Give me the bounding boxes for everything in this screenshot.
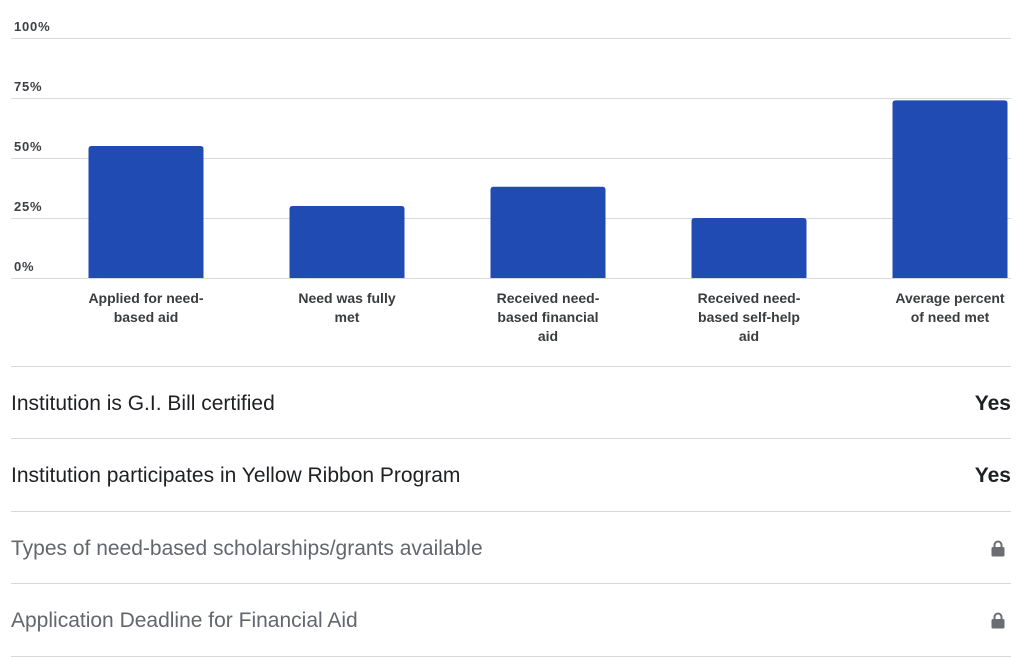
y-tick-label: 25% — [14, 199, 42, 214]
x-category-label-line: aid — [738, 328, 760, 344]
y-tick-label: 0% — [14, 259, 34, 274]
yellow-ribbon-value: Yes — [974, 464, 1011, 487]
x-category-label-line: Average percent — [895, 290, 1005, 306]
yellow-ribbon-label: Institution participates in Yellow Ribbo… — [11, 464, 461, 487]
bar — [88, 146, 204, 278]
x-category-label-line: Received need- — [697, 290, 801, 306]
x-category-label-line: Applied for need- — [88, 290, 204, 306]
lock-icon[interactable] — [991, 540, 1005, 557]
gi-bill-label: Institution is G.I. Bill certified — [11, 392, 275, 415]
x-category-label-line: based self-help — [698, 309, 800, 325]
x-category-label-line: of need met — [910, 309, 990, 325]
x-category-label: Received need-based financial aid — [473, 289, 623, 346]
x-category-label-line: aid — [537, 328, 559, 344]
bar — [490, 186, 606, 278]
bar — [289, 206, 405, 278]
scholarship-types-label: Types of need-based scholarships/grants … — [11, 537, 483, 560]
x-category-label-line: Need was fully — [298, 290, 396, 306]
y-tick-label: 75% — [14, 79, 42, 94]
aid-deadline-label: Application Deadline for Financial Aid — [11, 609, 358, 632]
need-based-aid-bar-chart: 0% 25% 50% 75% 100% — [11, 19, 1011, 279]
x-category-label: Need was fully met — [272, 289, 422, 327]
yellow-ribbon-row: Institution participates in Yellow Ribbo… — [11, 438, 1011, 510]
y-tick-label: 100% — [14, 19, 50, 34]
x-category-label: Average percent of need met — [875, 289, 1024, 327]
scholarship-types-row[interactable]: Types of need-based scholarships/grants … — [11, 511, 1011, 583]
chart-bars — [88, 100, 1008, 279]
x-category-label-line: based aid — [113, 309, 179, 325]
y-axis-ticks: 0% 25% 50% 75% 100% — [14, 19, 50, 274]
gi-bill-value: Yes — [974, 392, 1011, 415]
bar — [892, 100, 1008, 279]
x-category-label: Applied for need-based aid — [71, 289, 221, 327]
x-category-label-line: Received need- — [496, 290, 600, 306]
y-tick-label: 50% — [14, 139, 42, 154]
gi-bill-row: Institution is G.I. Bill certified Yes — [11, 366, 1011, 438]
x-category-label-line: met — [334, 309, 360, 325]
x-category-label-line: based financial — [497, 309, 599, 325]
lock-icon[interactable] — [991, 612, 1005, 629]
aid-deadline-row[interactable]: Application Deadline for Financial Aid — [11, 583, 1011, 657]
x-category-label: Received need-based self-help aid — [674, 289, 824, 346]
bar — [691, 218, 807, 278]
